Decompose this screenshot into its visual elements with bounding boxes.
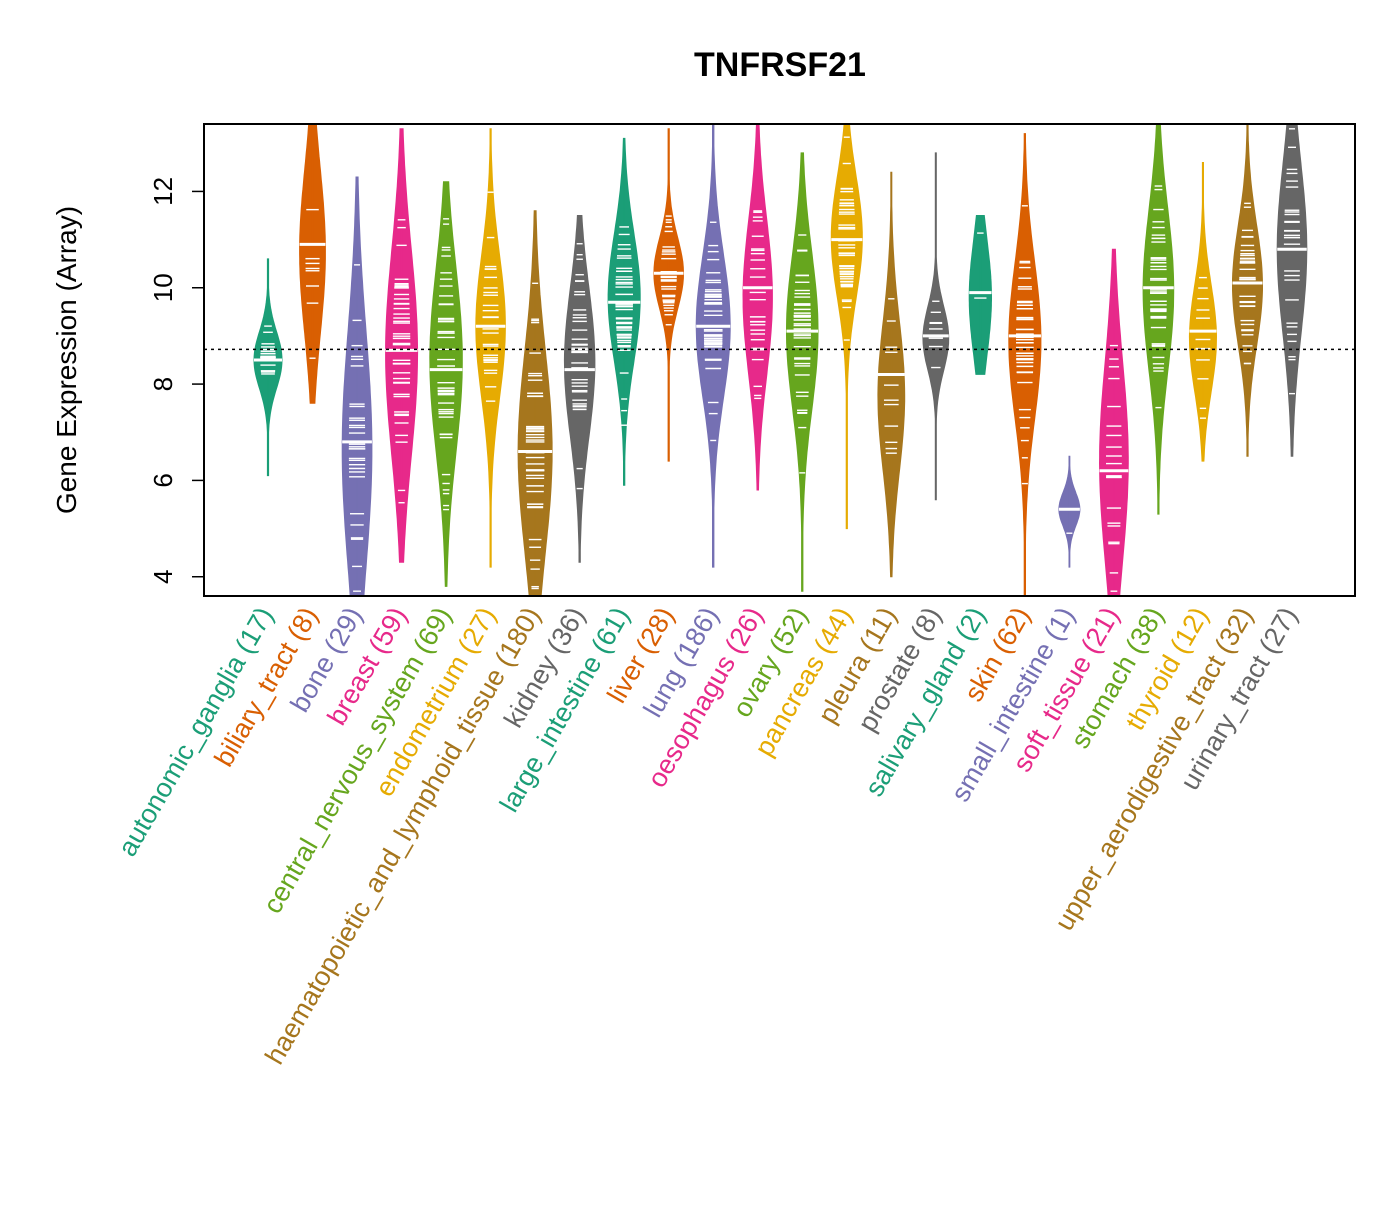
violin-lung [695,124,731,568]
y-tick-label: 12 [148,177,178,206]
y-axis: 4 6 8 10 12 [148,177,205,584]
violin-large_intestine [607,137,641,486]
violin-autonomic_ganglia [253,258,283,477]
violin-urinary_tract [1276,124,1308,457]
plot-frame [203,123,1356,597]
violin-breast [385,128,419,563]
violin-central_nervous_system [429,181,463,587]
y-axis-label: Gene Expression (Array) [51,206,82,514]
violin-ovary [786,152,819,592]
violin-pleura [877,171,906,578]
violin-pancreas [830,124,863,530]
y-tick-label: 10 [148,273,178,302]
violin-upper_aerodigestive_tract [1232,124,1263,457]
violin-prostate [922,152,950,501]
violin-soft_tissue [1098,248,1129,596]
y-tick-label: 4 [148,570,178,584]
violin-kidney [563,215,596,563]
violins-layer [253,124,1308,596]
violin-small_intestine [1058,455,1081,568]
violin-endometrium [475,128,506,568]
chart-title: TNFRSF21 [694,46,866,84]
violin-stomach [1142,124,1175,515]
violin-thyroid [1188,162,1218,462]
violin-skin [1008,133,1042,596]
violin-biliary_tract [299,124,326,404]
x-axis-labels: autonomic_ganglia (17)biliary_tract (8)b… [112,602,1303,1069]
violin-bone [341,176,373,596]
violin-salivary_gland [968,215,992,375]
violin-oesophagus [742,124,773,491]
violin-haematopoietic_and_lymphoid_tissue [517,210,553,596]
violin-liver [653,128,685,462]
y-tick-label: 8 [148,377,178,391]
y-tick-label: 6 [148,473,178,487]
